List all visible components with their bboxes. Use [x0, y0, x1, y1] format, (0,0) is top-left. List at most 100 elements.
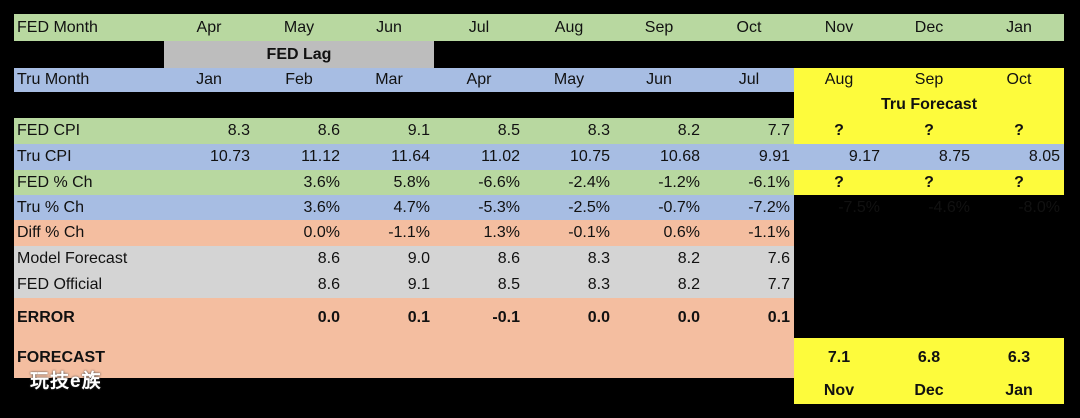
- model-forecast-cell: 8.6: [254, 246, 344, 272]
- fed-cpi-cell: 9.1: [344, 118, 434, 144]
- fed-official-cell: 8.2: [614, 272, 704, 298]
- fed-pct-label: FED % Ch: [14, 170, 164, 195]
- forecast-cell: [614, 338, 704, 378]
- fed-pct-cell: ?: [974, 170, 1064, 195]
- diff-pct-cell: -1.1%: [704, 220, 794, 246]
- tru-pct-cell: [164, 195, 254, 220]
- tru-cpi-cell: 11.12: [254, 144, 344, 170]
- fed-pct-cell: -6.6%: [434, 170, 524, 195]
- model-forecast-cell: [794, 246, 884, 272]
- forecast-cell: 6.3: [974, 338, 1064, 378]
- diff-pct-cell: [794, 220, 884, 246]
- diff-pct-cell: [164, 220, 254, 246]
- fed-cpi-cell: ?: [794, 118, 884, 144]
- tru-pct-cell: 3.6%: [254, 195, 344, 220]
- tru-cpi-cell: 9.17: [794, 144, 884, 170]
- tru-month-label: Tru Month: [14, 68, 164, 92]
- fed-official-cell: 8.5: [434, 272, 524, 298]
- fed-pct-cell: 5.8%: [344, 170, 434, 195]
- tru-cpi-cell: 11.02: [434, 144, 524, 170]
- diff-pct-cell: 0.6%: [614, 220, 704, 246]
- error-cell: [164, 298, 254, 338]
- model-forecast-cell: 8.2: [614, 246, 704, 272]
- fed-cpi-cell: 8.6: [254, 118, 344, 144]
- tru-pct-cell: -0.7%: [614, 195, 704, 220]
- fed-cpi-cell: ?: [974, 118, 1064, 144]
- tru-pct-cell: -5.3%: [434, 195, 524, 220]
- fed-pct-cell: -1.2%: [614, 170, 704, 195]
- fed-official-cell: [974, 272, 1064, 298]
- diff-pct-cell: 0.0%: [254, 220, 344, 246]
- fed-pct-cell: 3.6%: [254, 170, 344, 195]
- tru-pct-cell: -7.2%: [704, 195, 794, 220]
- diff-pct-cell: -1.1%: [344, 220, 434, 246]
- error-cell: 0.0: [254, 298, 344, 338]
- tru-cpi-cell: 10.75: [524, 144, 614, 170]
- error-cell: 0.1: [704, 298, 794, 338]
- tru-month-cell: May: [524, 68, 614, 92]
- fed-official-cell: [794, 272, 884, 298]
- fed-cpi-cell: ?: [884, 118, 974, 144]
- fed-month-label: FED Month: [14, 14, 164, 41]
- fed-month-cell: May: [254, 14, 344, 41]
- error-cell: [884, 298, 974, 338]
- fed-official-label: FED Official: [14, 272, 164, 298]
- fed-month-cell: Sep: [614, 14, 704, 41]
- fed-cpi-label: FED CPI: [14, 118, 164, 144]
- fed-pct-cell: [164, 170, 254, 195]
- watermark: 玩技e族: [30, 371, 102, 392]
- tru-month-cell: Aug: [794, 68, 884, 92]
- fed-month-cell: Jul: [434, 14, 524, 41]
- fed-month-cell: Nov: [794, 14, 884, 41]
- model-forecast-cell: [974, 246, 1064, 272]
- fed-cpi-cell: 8.3: [164, 118, 254, 144]
- forecast-cell: [434, 338, 524, 378]
- diff-pct-cell: [884, 220, 974, 246]
- fed-month-cell: Apr: [164, 14, 254, 41]
- forecast-label: FORECAST: [14, 338, 164, 378]
- fed-official-cell: 8.3: [524, 272, 614, 298]
- forecast-month-label: Nov: [794, 378, 884, 404]
- model-forecast-cell: 8.3: [524, 246, 614, 272]
- tru-month-cell: Jul: [704, 68, 794, 92]
- forecast-month-label: Dec: [884, 378, 974, 404]
- fed-official-cell: [164, 272, 254, 298]
- forecast-cell: [524, 338, 614, 378]
- model-forecast-cell: [884, 246, 974, 272]
- fed-official-cell: 9.1: [344, 272, 434, 298]
- forecast-cell: 6.8: [884, 338, 974, 378]
- tru-month-cell: Oct: [974, 68, 1064, 92]
- model-forecast-cell: 8.6: [434, 246, 524, 272]
- error-cell: [794, 298, 884, 338]
- error-cell: -0.1: [434, 298, 524, 338]
- error-cell: 0.0: [614, 298, 704, 338]
- fed-pct-cell: -6.1%: [704, 170, 794, 195]
- forecast-cell: [164, 338, 254, 378]
- fed-cpi-cell: 7.7: [704, 118, 794, 144]
- error-cell: 0.0: [524, 298, 614, 338]
- fed-official-cell: [884, 272, 974, 298]
- fed-official-cell: 8.6: [254, 272, 344, 298]
- tru-cpi-cell: 8.05: [974, 144, 1064, 170]
- error-cell: [974, 298, 1064, 338]
- fed-pct-cell: -2.4%: [524, 170, 614, 195]
- forecast-cell: [344, 338, 434, 378]
- error-label: ERROR: [14, 298, 164, 338]
- tru-pct-label: Tru % Ch: [14, 195, 164, 220]
- tru-cpi-cell: 8.75: [884, 144, 974, 170]
- fed-month-cell: Dec: [884, 14, 974, 41]
- model-forecast-cell: 9.0: [344, 246, 434, 272]
- tru-cpi-cell: 10.73: [164, 144, 254, 170]
- diff-pct-label: Diff % Ch: [14, 220, 164, 246]
- fed-official-cell: 7.7: [704, 272, 794, 298]
- fed-pct-cell: ?: [794, 170, 884, 195]
- forecast-cell: 7.1: [794, 338, 884, 378]
- tru-month-cell: Sep: [884, 68, 974, 92]
- tru-pct-cell: 4.7%: [344, 195, 434, 220]
- diff-pct-cell: 1.3%: [434, 220, 524, 246]
- tru-cpi-cell: 11.64: [344, 144, 434, 170]
- tru-month-cell: Apr: [434, 68, 524, 92]
- tru-month-cell: Jun: [614, 68, 704, 92]
- tru-month-cell: Jan: [164, 68, 254, 92]
- fed-month-cell: Jun: [344, 14, 434, 41]
